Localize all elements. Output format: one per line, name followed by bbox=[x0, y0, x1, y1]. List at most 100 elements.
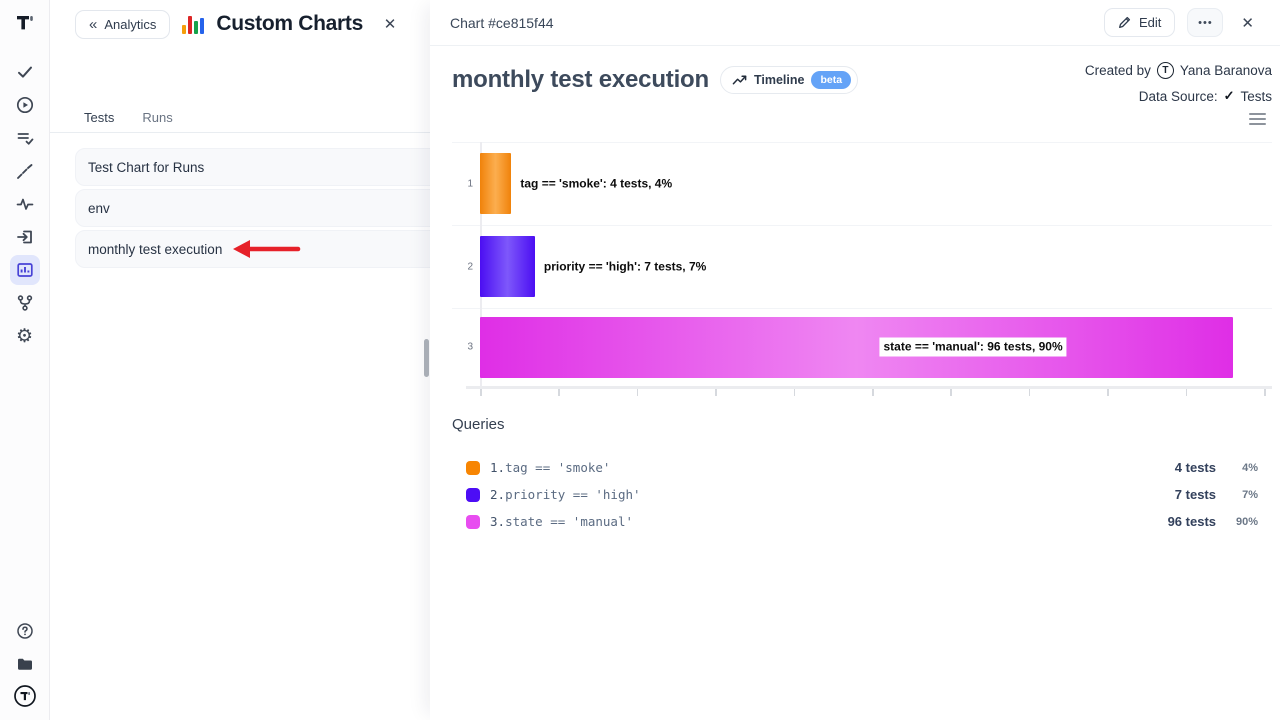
x-axis-tick bbox=[1028, 389, 1031, 396]
bar-chart-colored-icon bbox=[182, 14, 205, 34]
horizontal-bar-chart: 1 tag == 'smoke': 4 tests, 4% 2 priority ==… bbox=[452, 140, 1272, 398]
created-by-label: Created by bbox=[1084, 63, 1151, 78]
panel-close-icon[interactable]: ✕ bbox=[375, 9, 405, 39]
trending-up-icon bbox=[732, 75, 747, 85]
bar-query-1 bbox=[480, 153, 512, 214]
chart-meta: Created by T Yana Baranova Data Source: … bbox=[1085, 62, 1272, 125]
chart-menu-icon[interactable] bbox=[1249, 113, 1266, 125]
bar-label: priority == 'high': 7 tests, 7% bbox=[539, 257, 711, 276]
x-axis-tick bbox=[950, 389, 952, 396]
x-axis-tick bbox=[636, 389, 639, 396]
query-row: 1.tag == 'smoke' 4 tests 4% bbox=[452, 454, 1258, 481]
projects-folder-icon[interactable] bbox=[10, 649, 40, 679]
creator-name: Yana Baranova bbox=[1179, 63, 1272, 78]
x-axis-tick bbox=[1107, 389, 1109, 396]
list-item[interactable]: env bbox=[75, 189, 430, 227]
query-text: 3.state == 'manual' bbox=[490, 514, 633, 529]
branches-icon[interactable] bbox=[10, 288, 40, 318]
chart-title-row: monthly test execution Timeline beta bbox=[452, 66, 859, 94]
band-separator bbox=[452, 225, 1272, 226]
query-color-swatch bbox=[466, 487, 480, 502]
query-text: 1.tag == 'smoke' bbox=[490, 460, 611, 475]
query-color-swatch bbox=[466, 514, 480, 529]
x-axis-tick bbox=[793, 389, 796, 396]
query-row: 2.priority == 'high' 7 tests 7% bbox=[452, 481, 1258, 508]
query-tests-count: 96 tests bbox=[1167, 514, 1216, 529]
settings-gear-icon[interactable]: ⚙ bbox=[15, 325, 34, 347]
chart-title: monthly test execution bbox=[452, 66, 709, 93]
query-percent: 4% bbox=[1242, 461, 1258, 474]
chevrons-left-icon: « bbox=[89, 15, 98, 33]
tests-check-icon[interactable] bbox=[10, 57, 40, 87]
query-tests-count: 4 tests bbox=[1174, 460, 1216, 475]
x-axis-tick bbox=[872, 389, 874, 396]
profile-icon[interactable] bbox=[10, 681, 40, 711]
x-axis-tick bbox=[1264, 389, 1266, 396]
bar-label: state == 'manual': 96 tests, 90% bbox=[879, 337, 1067, 357]
bar-query-3 bbox=[480, 316, 1233, 378]
queries-section: Queries 1.tag == 'smoke' 4 tests 4% 2.prior… bbox=[452, 416, 1258, 535]
detail-close-icon[interactable]: ✕ bbox=[1241, 14, 1254, 32]
pencil-icon bbox=[1119, 16, 1131, 28]
x-axis-tick bbox=[480, 389, 482, 396]
chart-detail-panel: Chart #ce815f44 Edit ••• ✕ monthly test … bbox=[424, 0, 1280, 720]
list-item-label: Test Chart for Runs bbox=[88, 159, 205, 175]
tabs: Tests Runs bbox=[50, 103, 430, 133]
queries-rows: 1.tag == 'smoke' 4 tests 4% 2.priority == '… bbox=[452, 454, 1258, 535]
list-item[interactable]: Test Chart for Runs bbox=[75, 148, 430, 186]
test-plans-icon[interactable] bbox=[10, 123, 40, 153]
band-separator bbox=[452, 308, 1272, 309]
data-source-label: Data Source: bbox=[1138, 88, 1218, 104]
list-item-label: monthly test execution bbox=[88, 241, 223, 257]
edit-button-label: Edit bbox=[1139, 15, 1162, 30]
page-title: Custom Charts bbox=[216, 12, 363, 35]
help-icon[interactable] bbox=[10, 616, 40, 646]
icon-rail: ⚙ bbox=[0, 0, 50, 720]
analytics-back-button[interactable]: « Analytics bbox=[75, 9, 171, 39]
analytics-icon[interactable] bbox=[9, 255, 40, 285]
custom-charts-panel: « Analytics Custom Charts ✕ Tests Runs Te… bbox=[50, 0, 430, 720]
annotation-arrow bbox=[232, 237, 302, 261]
band-separator bbox=[452, 142, 1272, 143]
chart-list: Test Chart for Runs env monthly test execu… bbox=[75, 148, 430, 271]
category-label: 2 bbox=[467, 261, 473, 272]
category-label: 1 bbox=[467, 178, 473, 189]
data-source-line: Data Source: ✓ Tests bbox=[1085, 88, 1272, 104]
bar-label: tag == 'smoke': 4 tests, 4% bbox=[516, 174, 677, 193]
edit-button[interactable]: Edit bbox=[1104, 8, 1176, 37]
chart-id-title: Chart #ce815f44 bbox=[450, 14, 554, 31]
scrollbar-thumb[interactable] bbox=[424, 339, 429, 377]
check-icon: ✓ bbox=[1223, 88, 1235, 103]
query-percent: 90% bbox=[1235, 515, 1258, 528]
x-axis-tick bbox=[715, 389, 717, 396]
bar-query-2 bbox=[480, 236, 535, 297]
created-by-line: Created by T Yana Baranova bbox=[1085, 62, 1272, 79]
category-label: 3 bbox=[467, 341, 473, 353]
pulse-icon[interactable] bbox=[10, 189, 40, 219]
beta-badge: beta bbox=[811, 71, 852, 89]
back-button-label: Analytics bbox=[104, 16, 157, 32]
x-axis-tick bbox=[1185, 389, 1188, 396]
query-color-swatch bbox=[466, 460, 480, 475]
query-percent: 7% bbox=[1242, 488, 1258, 501]
data-source-value: Tests bbox=[1240, 88, 1272, 104]
runs-play-icon[interactable] bbox=[10, 90, 40, 120]
creator-avatar: T bbox=[1156, 62, 1174, 79]
milestones-icon[interactable] bbox=[10, 156, 40, 186]
query-tests-count: 7 tests bbox=[1174, 487, 1216, 502]
tab-runs[interactable]: Runs bbox=[142, 110, 173, 125]
query-row: 3.state == 'manual' 96 tests 90% bbox=[452, 508, 1258, 535]
app-logo[interactable] bbox=[10, 8, 40, 38]
query-text: 2.priority == 'high' bbox=[490, 487, 641, 502]
queries-title: Queries bbox=[452, 416, 505, 433]
more-options-icon[interactable]: ••• bbox=[1187, 8, 1224, 37]
panel-header: « Analytics Custom Charts ✕ bbox=[75, 9, 405, 39]
list-item-label: env bbox=[88, 200, 110, 216]
tab-tests[interactable]: Tests bbox=[84, 110, 115, 125]
timeline-toggle[interactable]: Timeline beta bbox=[719, 66, 859, 94]
import-icon[interactable] bbox=[10, 222, 40, 252]
timeline-label: Timeline bbox=[753, 73, 805, 87]
x-axis-line bbox=[466, 386, 1272, 389]
detail-header: Chart #ce815f44 Edit ••• ✕ bbox=[430, 0, 1280, 46]
list-item[interactable]: monthly test execution bbox=[75, 230, 430, 268]
